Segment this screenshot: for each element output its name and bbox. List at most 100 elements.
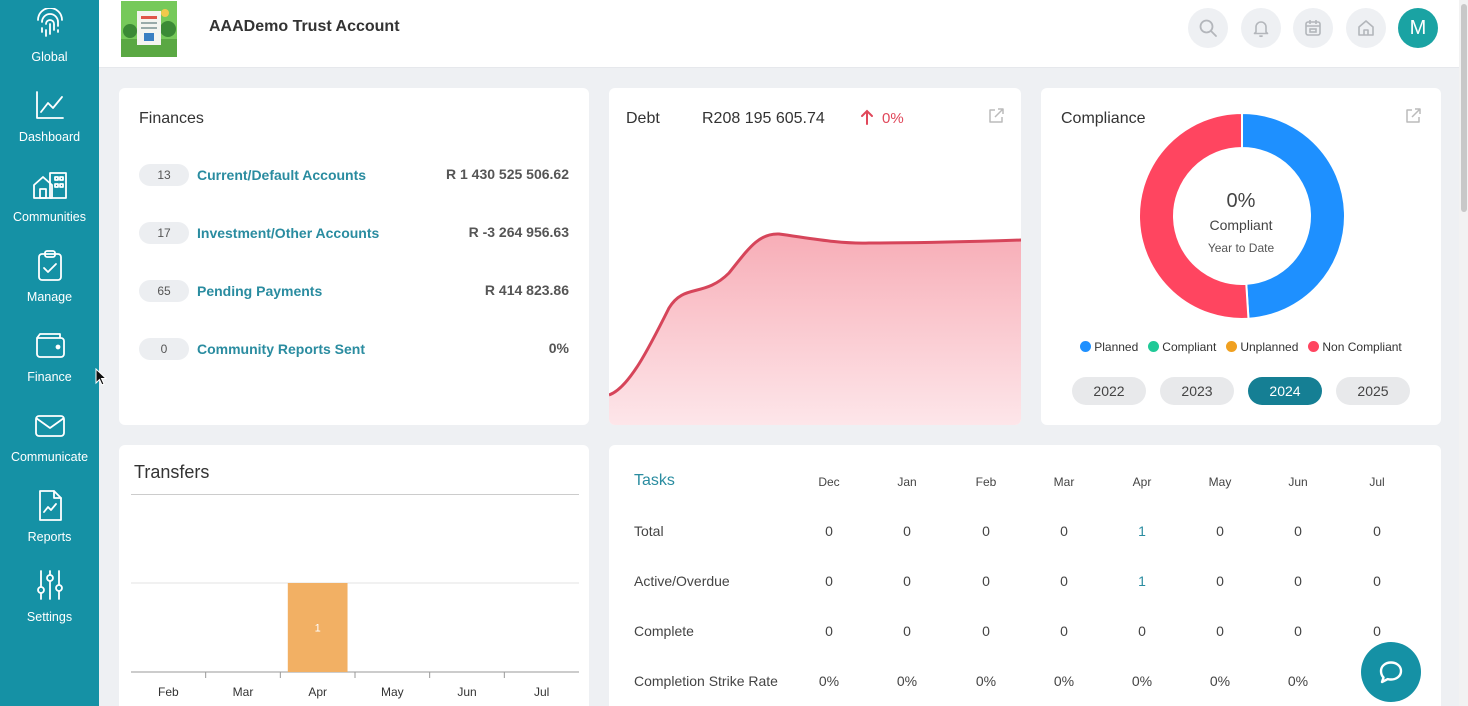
sliders-icon (36, 570, 63, 600)
sidebar-item-communities[interactable]: Communities (0, 162, 99, 242)
fingerprint-icon (36, 8, 63, 37)
external-link-icon[interactable] (1404, 107, 1422, 125)
home-icon (1358, 20, 1374, 36)
mouse-cursor-icon (95, 368, 107, 386)
month-header: Apr (1132, 475, 1152, 489)
finance-value: R -3 264 956.63 (468, 224, 569, 240)
chat-bubble-icon (1379, 661, 1403, 684)
x-tick-label: Mar (233, 685, 254, 699)
task-cell[interactable]: 1 (1138, 523, 1146, 539)
page-title: AAADemo Trust Account (209, 18, 400, 35)
page-scrollbar-thumb[interactable] (1461, 4, 1467, 212)
count-badge: 17 (139, 222, 189, 244)
calendar-button[interactable] (1293, 8, 1333, 48)
sidebar-item-settings[interactable]: Settings (0, 562, 99, 642)
task-cell: 0 (1373, 523, 1381, 539)
task-cell: 0% (975, 673, 997, 689)
debt-title: Debt (626, 110, 660, 127)
sidebar-item-label: Manage (26, 290, 73, 304)
year-2025-button[interactable]: 2025 (1336, 377, 1410, 405)
company-logo (121, 1, 177, 57)
donut-slice-non-compliant[interactable] (1138, 111, 1250, 320)
debt-amount: R208 195 605.74 (702, 110, 825, 127)
bar-value-label: 1 (315, 623, 321, 635)
task-cell: 0 (1216, 623, 1224, 639)
task-cell: 0 (903, 573, 911, 589)
legend-item[interactable]: Non Compliant (1308, 340, 1402, 354)
investment-accounts-link[interactable]: Investment/Other Accounts (197, 225, 380, 241)
task-cell: 0 (1373, 573, 1381, 589)
chart-line-icon (35, 91, 64, 119)
chat-button[interactable] (1361, 642, 1421, 702)
legend-label: Non Compliant (1322, 340, 1402, 354)
task-cell: 0 (1294, 523, 1302, 539)
report-icon (38, 490, 62, 521)
legend-item[interactable]: Compliant (1148, 340, 1216, 354)
compliance-card: Compliance 0% Compliant Year to Date Pla… (1041, 88, 1441, 425)
donut-slice-planned[interactable] (1241, 111, 1346, 320)
external-link-icon[interactable] (987, 107, 1005, 125)
current-accounts-link[interactable]: Current/Default Accounts (197, 167, 367, 183)
month-header: Feb (975, 475, 997, 489)
envelope-icon (34, 415, 65, 437)
month-header: Dec (818, 475, 840, 489)
year-2024-button[interactable]: 2024 (1248, 377, 1322, 405)
task-cell: 0 (825, 523, 833, 539)
user-avatar[interactable]: M (1398, 8, 1438, 48)
task-cell: 0 (982, 623, 990, 639)
month-header: Jan (897, 475, 917, 489)
debt-card: Debt R208 195 605.74 0% (609, 88, 1021, 425)
compliance-legend: Planned Compliant Unplanned Non Complian… (1041, 340, 1441, 354)
task-row-label: Complete (634, 623, 694, 639)
task-cell: 0 (825, 573, 833, 589)
community-reports-link[interactable]: Community Reports Sent (197, 341, 366, 357)
wallet-icon (35, 333, 65, 358)
transfers-title: Transfers (134, 462, 210, 482)
sidebar-item-label: Reports (27, 530, 72, 544)
finance-row: 0 Community Reports Sent 0% (139, 338, 569, 362)
legend-item[interactable]: Planned (1080, 340, 1138, 354)
task-cell[interactable]: 1 (1138, 573, 1146, 589)
sidebar-item-label: Dashboard (18, 130, 81, 144)
count-badge: 65 (139, 280, 189, 302)
divider (131, 494, 579, 495)
year-2023-button[interactable]: 2023 (1160, 377, 1234, 405)
month-header: Mar (1053, 475, 1075, 489)
task-cell: 0 (982, 523, 990, 539)
sidebar-item-reports[interactable]: Reports (0, 482, 99, 562)
debt-area (609, 233, 1021, 425)
transfers-bar-chart: Feb Mar Apr 1 May Jun Jul (131, 582, 579, 699)
year-2022-button[interactable]: 2022 (1072, 377, 1146, 405)
task-cell: 0 (982, 573, 990, 589)
sidebar-item-finance[interactable]: Finance (0, 322, 99, 402)
sidebar-item-label: Communities (13, 210, 86, 224)
search-button[interactable] (1188, 8, 1228, 48)
x-tick-label: Apr (308, 685, 327, 699)
debt-change: 0% (882, 110, 904, 127)
notifications-button[interactable] (1241, 8, 1281, 48)
pending-payments-link[interactable]: Pending Payments (197, 283, 323, 299)
sidebar-item-label: Global (31, 50, 68, 64)
task-cell: 0 (1060, 573, 1068, 589)
clipboard-check-icon (37, 250, 62, 281)
sidebar-item-dashboard[interactable]: Dashboard (0, 82, 99, 162)
non-compliant-dot (1308, 341, 1320, 352)
task-cell: 0% (1131, 673, 1153, 689)
task-cell: 0 (1294, 573, 1302, 589)
sidebar-item-global[interactable]: Global (0, 2, 99, 82)
legend-item[interactable]: Unplanned (1226, 340, 1298, 354)
sidebar: Global Dashboard Communities Manage Fina… (0, 0, 99, 706)
unplanned-dot (1226, 341, 1238, 352)
task-cell: 0% (1209, 673, 1231, 689)
month-header: May (1208, 475, 1232, 489)
sidebar-item-communicate[interactable]: Communicate (0, 402, 99, 482)
page-scrollbar-track[interactable] (1459, 0, 1468, 706)
home-button[interactable] (1346, 8, 1386, 48)
bar[interactable] (287, 583, 348, 672)
task-row-label: Completion Strike Rate (634, 673, 778, 689)
x-tick-label: Jun (457, 685, 476, 699)
sidebar-item-manage[interactable]: Manage (0, 242, 99, 322)
legend-label: Compliant (1162, 340, 1217, 354)
count-badge: 0 (139, 338, 189, 360)
task-cell: 0 (903, 623, 911, 639)
